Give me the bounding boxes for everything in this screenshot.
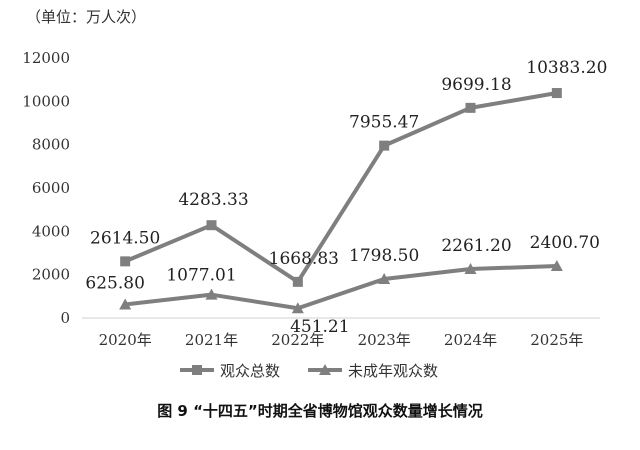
data-label: 1798.50: [349, 246, 419, 266]
legend-item-minors: 未成年观众数: [308, 360, 438, 381]
data-point-triangle: [378, 273, 391, 285]
data-point-square: [379, 140, 390, 151]
data-point-square: [465, 102, 476, 113]
y-tick-label: 4000: [32, 222, 70, 240]
x-tick-label: 2020年: [99, 331, 152, 349]
x-tick-label: 2021年: [185, 331, 238, 349]
data-label: 2400.70: [530, 233, 600, 253]
y-tick-label: 6000: [32, 179, 70, 197]
legend-label-minors: 未成年观众数: [348, 361, 439, 380]
figure-caption: 图 9 “十四五”时期全省博物馆观众数量增长情况: [157, 402, 483, 420]
data-label: 2261.20: [441, 236, 511, 256]
y-tick-label: 2000: [32, 266, 70, 284]
data-point-triangle: [291, 302, 304, 314]
legend-swatch-triangle: [308, 364, 343, 375]
data-label: 4283.33: [178, 190, 248, 210]
data-point-square: [292, 276, 303, 287]
data-label: 625.80: [85, 273, 144, 293]
data-point-square: [551, 88, 562, 99]
data-label: 451.21: [290, 317, 349, 337]
data-label: 1668.83: [269, 249, 339, 269]
data-point-triangle: [464, 263, 477, 275]
series-line-1: [124, 91, 558, 284]
unit-label: （单位：万人次）: [26, 8, 147, 26]
data-point-triangle: [205, 288, 218, 300]
y-tick-label: 8000: [32, 136, 70, 154]
y-tick-label: 0: [60, 309, 70, 327]
y-tick-label: 12000: [22, 49, 70, 67]
series-line-2: [124, 263, 557, 311]
data-point-square: [120, 256, 131, 267]
data-point-triangle: [550, 259, 563, 271]
x-tick-label: 2025年: [530, 331, 583, 349]
data-label: 1077.01: [166, 266, 236, 286]
data-point-square: [206, 220, 217, 231]
data-label: 2614.50: [90, 228, 160, 248]
legend-item-total: 观众总数: [180, 360, 280, 381]
data-label: 10383.20: [526, 58, 607, 78]
legend-label-total: 观众总数: [220, 361, 281, 380]
x-tick-label: 2024年: [444, 331, 497, 349]
data-label: 9699.18: [441, 75, 511, 95]
x-tick-label: 2022年: [271, 331, 324, 349]
data-point-triangle: [119, 298, 132, 310]
y-tick-label: 10000: [22, 92, 70, 110]
legend: 观众总数 未成年观众数: [180, 358, 438, 382]
x-tick-label: 2023年: [358, 331, 411, 349]
data-label: 7955.47: [349, 113, 419, 133]
legend-swatch-square: [180, 365, 214, 375]
